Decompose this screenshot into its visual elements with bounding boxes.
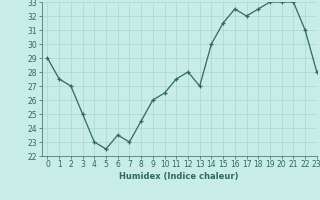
X-axis label: Humidex (Indice chaleur): Humidex (Indice chaleur) xyxy=(119,172,239,181)
